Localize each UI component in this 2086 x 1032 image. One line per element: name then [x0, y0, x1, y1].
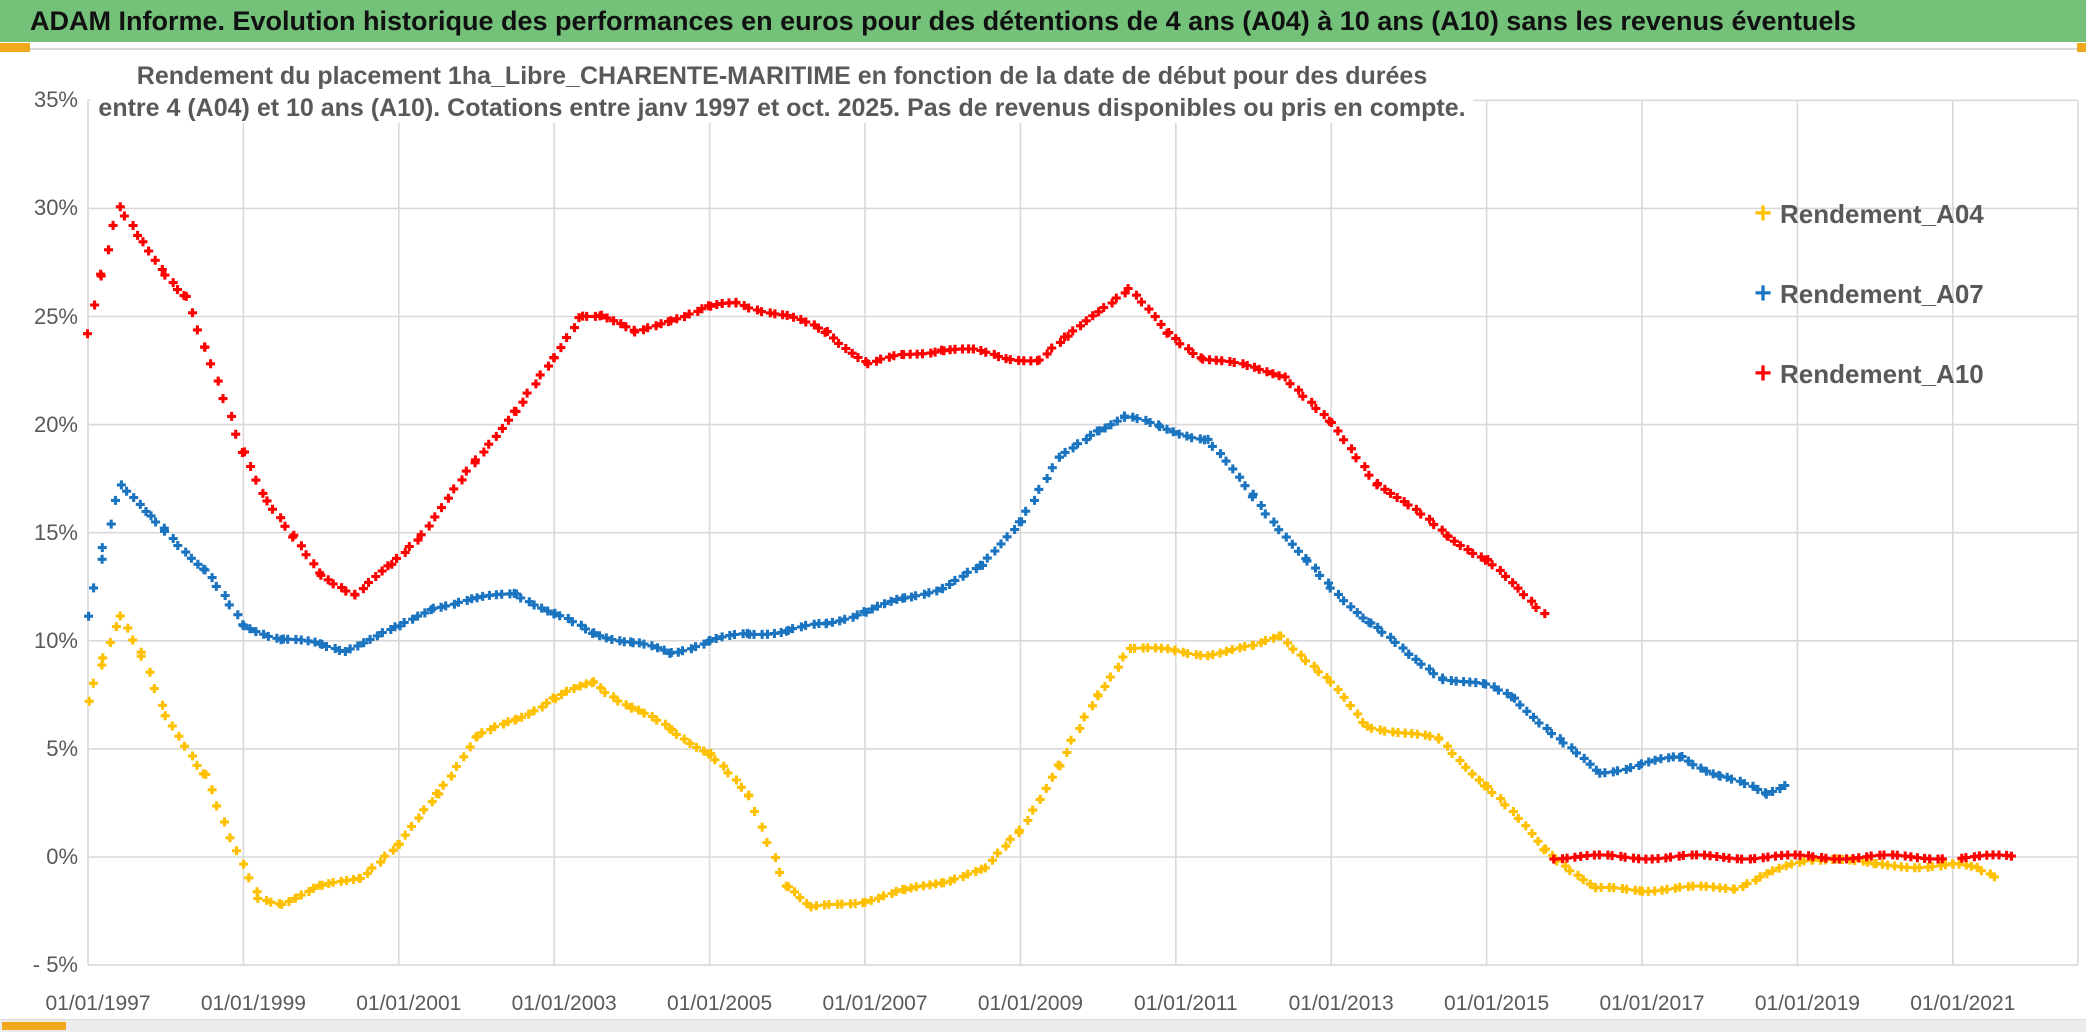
- x-tick-label: 01/01/1999: [200, 992, 306, 1015]
- legend-item-rendement-a04[interactable]: + Rendement_A04: [1746, 196, 1984, 232]
- chart-title-line1: Rendement du placement 1ha_Libre_CHARENT…: [128, 62, 1436, 91]
- horizontal-scrollbar[interactable]: [0, 1019, 2086, 1032]
- x-tick-label: 01/01/2011: [1134, 992, 1238, 1015]
- report-header-bar: ADAM Informe. Evolution historique des p…: [0, 0, 2086, 42]
- x-tick-label: 01/01/2019: [1754, 992, 1860, 1015]
- x-tick-label: 01/01/1997: [45, 992, 151, 1015]
- x-tick-label: 01/01/2005: [667, 992, 773, 1015]
- y-tick-label: 10%: [33, 627, 78, 653]
- x-tick-label: 01/01/2009: [977, 992, 1083, 1015]
- left-corner-accent: [0, 43, 30, 52]
- series-rendement_a04: [84, 611, 1999, 912]
- right-corner-accent: [2077, 43, 2086, 52]
- y-tick-label: 5%: [46, 735, 78, 761]
- series-rendement_a07: [84, 411, 1790, 799]
- x-tick-label: 01/01/2003: [511, 992, 617, 1015]
- chart-legend: + Rendement_A04 + Rendement_A07 + Rendem…: [1746, 196, 1984, 436]
- x-tick-label: 01/01/2007: [822, 992, 928, 1015]
- plus-marker-icon: +: [1754, 277, 1772, 310]
- y-tick-label: 15%: [33, 519, 78, 545]
- x-tick-label: 01/01/2017: [1599, 992, 1705, 1015]
- y-tick-label: - 5%: [32, 952, 78, 978]
- y-tick-label: 30%: [33, 195, 78, 221]
- series-rendement_a10: [83, 202, 2016, 864]
- header-divider: [0, 48, 2086, 50]
- legend-item-rendement-a07[interactable]: + Rendement_A07: [1746, 276, 1984, 312]
- legend-label: Rendement_A07: [1780, 278, 1984, 309]
- y-tick-label: 0%: [46, 844, 78, 869]
- y-tick-label: 35%: [33, 87, 78, 113]
- chart-title-line2: entre 4 (A04) et 10 ans (A10). Cotations…: [90, 94, 1474, 123]
- legend-label: Rendement_A10: [1780, 358, 1984, 389]
- y-tick-label: 20%: [33, 411, 78, 437]
- report-title: ADAM Informe. Evolution historique des p…: [30, 5, 1857, 36]
- x-tick-label: 01/01/2013: [1288, 992, 1394, 1015]
- legend-item-rendement-a10[interactable]: + Rendement_A10: [1746, 356, 1984, 392]
- plus-marker-icon: +: [1754, 197, 1772, 230]
- scrollbar-thumb[interactable]: [2, 1022, 66, 1030]
- x-tick-label: 01/01/2021: [1910, 992, 2016, 1015]
- plus-marker-icon: +: [1754, 357, 1772, 390]
- legend-label: Rendement_A04: [1780, 198, 1984, 229]
- x-tick-label: 01/01/2001: [356, 992, 462, 1015]
- x-tick-label: 01/01/2015: [1444, 992, 1550, 1015]
- y-tick-label: 25%: [33, 303, 78, 329]
